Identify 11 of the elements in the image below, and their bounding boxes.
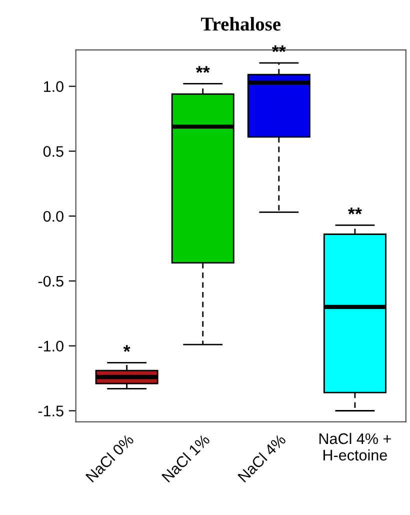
annotation: ** bbox=[196, 66, 210, 73]
y-tick-label: 1.0 bbox=[44, 81, 64, 92]
y-tick-label: -1.0 bbox=[38, 340, 64, 352]
y-tick-label: 0.5 bbox=[43, 146, 64, 157]
y-tick-label: -1.5 bbox=[38, 406, 64, 416]
y-tick-label: 0.0 bbox=[43, 210, 64, 222]
x-tick-label: NaCl 4% + H-ectoine bbox=[319, 432, 391, 461]
y-tick-label: -0.5 bbox=[38, 276, 64, 287]
annotation: * bbox=[123, 345, 130, 352]
chart-title: Trehalose bbox=[201, 17, 281, 31]
annotation: ** bbox=[348, 208, 362, 214]
